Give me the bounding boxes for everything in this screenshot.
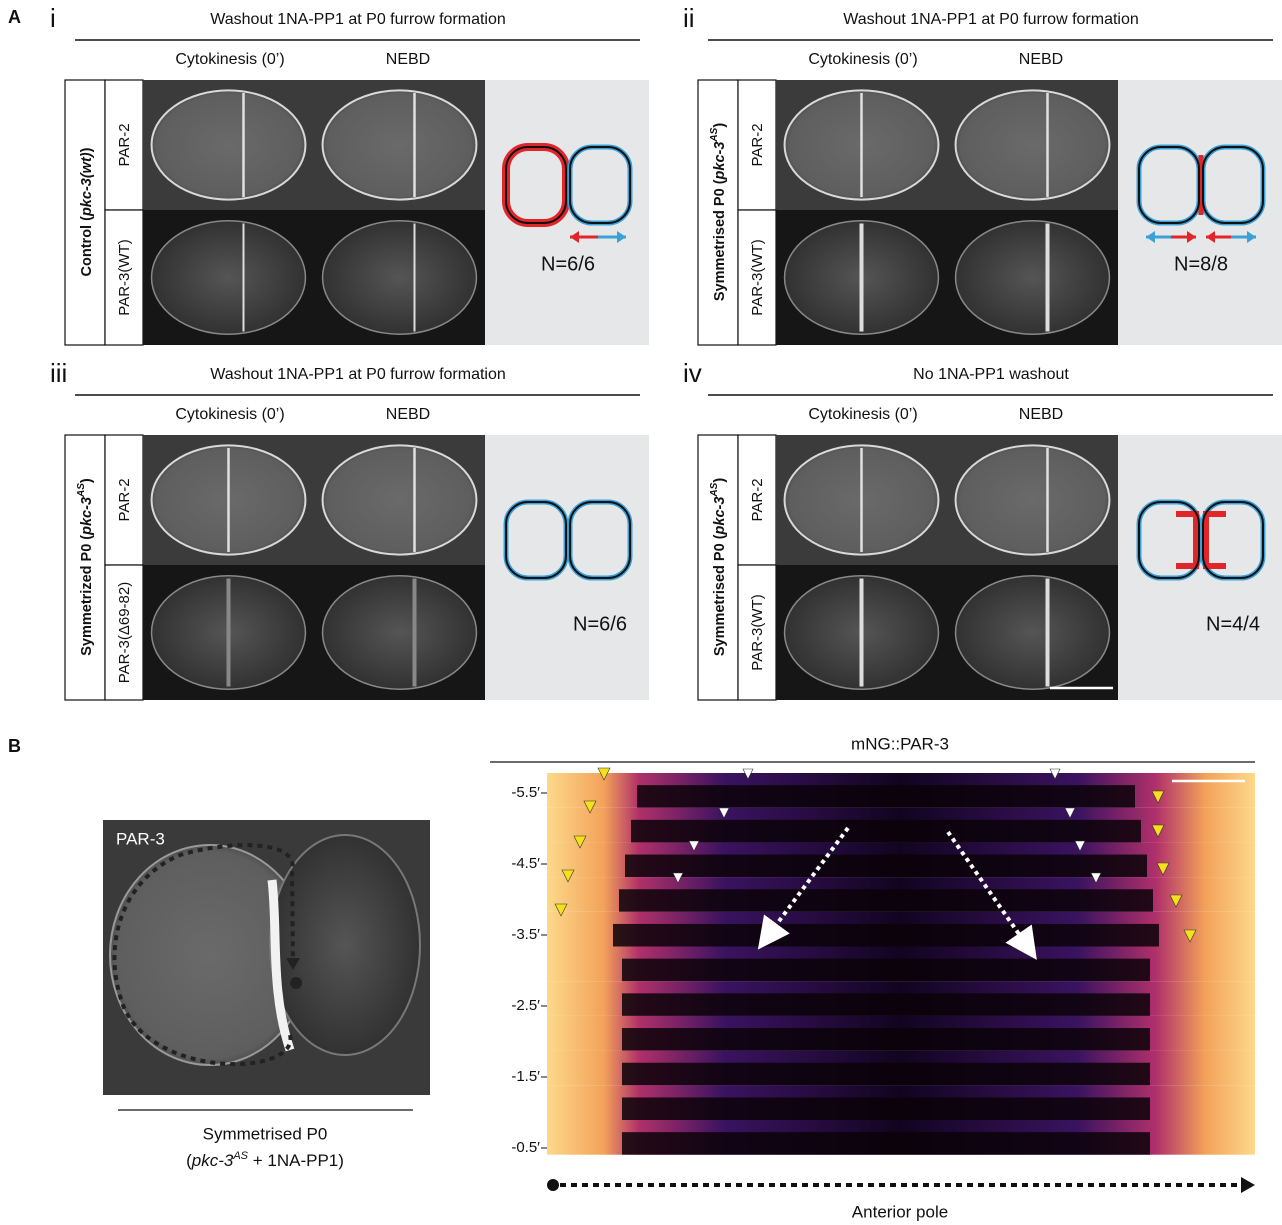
sample-count: N=6/6: [541, 253, 595, 275]
time-label: -3.5′: [511, 926, 540, 943]
kymo-dark: [622, 1063, 1150, 1086]
figure: A B i Washout 1NA-PP1 at P0 furrow format…: [0, 0, 1282, 1225]
kymo-dark: [631, 820, 1141, 843]
label-part: ): [712, 478, 728, 483]
kymo-dark: [622, 959, 1150, 982]
sample-count: N=4/4: [1206, 613, 1260, 635]
column-header: Cytokinesis (0’): [175, 406, 284, 423]
caption-part: AS: [232, 1150, 248, 1162]
panel-title: Washout 1NA-PP1 at P0 furrow formation: [210, 366, 506, 383]
caption: (pkc-3AS + 1NA-PP1): [186, 1150, 344, 1171]
label-part: (: [79, 216, 95, 225]
time-label: -5.5′: [511, 784, 540, 801]
sample-count: N=6/6: [573, 613, 627, 635]
label-part: (: [79, 535, 95, 544]
panel: iv No 1NA-PP1 washout Cytokinesis (0’) NEBD…: [683, 358, 1282, 700]
row-label: PAR-2: [116, 123, 133, 166]
embryo: [956, 90, 1110, 199]
panel: i Washout 1NA-PP1 at P0 furrow formation C…: [50, 3, 649, 345]
panel-letter: B: [8, 736, 21, 756]
kymo-dark: [637, 785, 1135, 808]
caption: Symmetrised P0: [203, 1124, 328, 1143]
row-label: PAR-3(Δ69-82): [116, 582, 133, 683]
label-part: ): [79, 147, 95, 152]
kymograph-title: mNG::PAR-3: [851, 734, 949, 753]
row-label: PAR-3(WT): [749, 239, 766, 315]
label-part: AS: [76, 483, 87, 498]
image-label: PAR-3: [116, 829, 165, 848]
label-part: pkc-3: [712, 142, 728, 181]
condition-label: Symmetrized P0 (pkc-3AS): [76, 478, 95, 656]
row-label: PAR-2: [749, 478, 766, 521]
panel-title: Washout 1NA-PP1 at P0 furrow formation: [843, 11, 1139, 28]
dot: [290, 977, 302, 989]
column-header: Cytokinesis (0’): [808, 406, 917, 423]
embryo: [323, 576, 477, 689]
row-label: PAR-2: [749, 123, 766, 166]
label-part: AS: [709, 127, 720, 142]
panel-numeral: iv: [683, 358, 702, 388]
embryo: [323, 221, 477, 334]
time-label: -2.5′: [511, 997, 540, 1014]
column-header: Cytokinesis (0’): [808, 51, 917, 68]
kymo-dark: [622, 1097, 1150, 1120]
label-part: Control: [79, 225, 95, 277]
panel-title: No 1NA-PP1 washout: [913, 366, 1069, 383]
label-part: pkc-3(wt): [79, 152, 95, 217]
label-part: (: [712, 179, 728, 188]
panel-numeral: iii: [50, 358, 67, 388]
caption-part: + 1NA-PP1): [248, 1151, 344, 1170]
kymo-dark: [625, 855, 1147, 878]
kymo-dark: [622, 993, 1150, 1016]
embryo: [956, 445, 1110, 554]
row-label: PAR-2: [116, 478, 133, 521]
label-part: Symmetrised P0: [712, 543, 728, 656]
embryo: [956, 221, 1110, 334]
kymo-dark: [622, 1028, 1150, 1051]
condition-label: Symmetrised P0 (pkc-3AS): [709, 478, 728, 657]
label-part: AS: [709, 482, 720, 497]
condition-label: Symmetrised P0 (pkc-3AS): [709, 123, 728, 302]
column-header: NEBD: [386, 406, 430, 423]
row-label: PAR-3(WT): [749, 594, 766, 670]
embryo: [956, 576, 1110, 689]
label-part: (: [712, 534, 728, 543]
time-label: -1.5′: [511, 1068, 540, 1085]
embryo: [152, 90, 306, 199]
label-part: ): [712, 123, 728, 128]
label-part: Symmetrised P0: [712, 188, 728, 301]
axis-label: Anterior pole: [852, 1202, 948, 1221]
label-part: pkc-3: [712, 497, 728, 536]
caption-part: pkc-3: [191, 1151, 234, 1170]
condition-label: Control (pkc-3(wt)): [79, 147, 95, 276]
label-part: ): [79, 478, 95, 483]
panel: iii Washout 1NA-PP1 at P0 furrow formatio…: [50, 358, 649, 700]
time-label: -0.5′: [511, 1139, 540, 1156]
panel-numeral: ii: [683, 3, 695, 33]
sample-count: N=8/8: [1174, 253, 1228, 275]
embryo: [152, 221, 306, 334]
kymo-dark: [613, 924, 1159, 947]
panel-title: Washout 1NA-PP1 at P0 furrow formation: [210, 11, 506, 28]
label-part: pkc-3: [79, 497, 95, 536]
panel: ii Washout 1NA-PP1 at P0 furrow formation…: [683, 3, 1282, 345]
panel-letter: A: [8, 7, 21, 27]
arrowhead: [1241, 1177, 1255, 1193]
column-header: NEBD: [1019, 406, 1063, 423]
kymo-dark: [619, 889, 1153, 912]
kymo-dark: [622, 1132, 1150, 1155]
column-header: NEBD: [386, 51, 430, 68]
row-label: PAR-3(WT): [116, 239, 133, 315]
time-label: -4.5′: [511, 855, 540, 872]
embryo: [323, 445, 477, 554]
label-part: Symmetrized P0: [79, 544, 95, 656]
column-header: NEBD: [1019, 51, 1063, 68]
panel-numeral: i: [50, 3, 56, 33]
column-header: Cytokinesis (0’): [175, 51, 284, 68]
embryo: [323, 90, 477, 199]
dot: [547, 1179, 559, 1191]
